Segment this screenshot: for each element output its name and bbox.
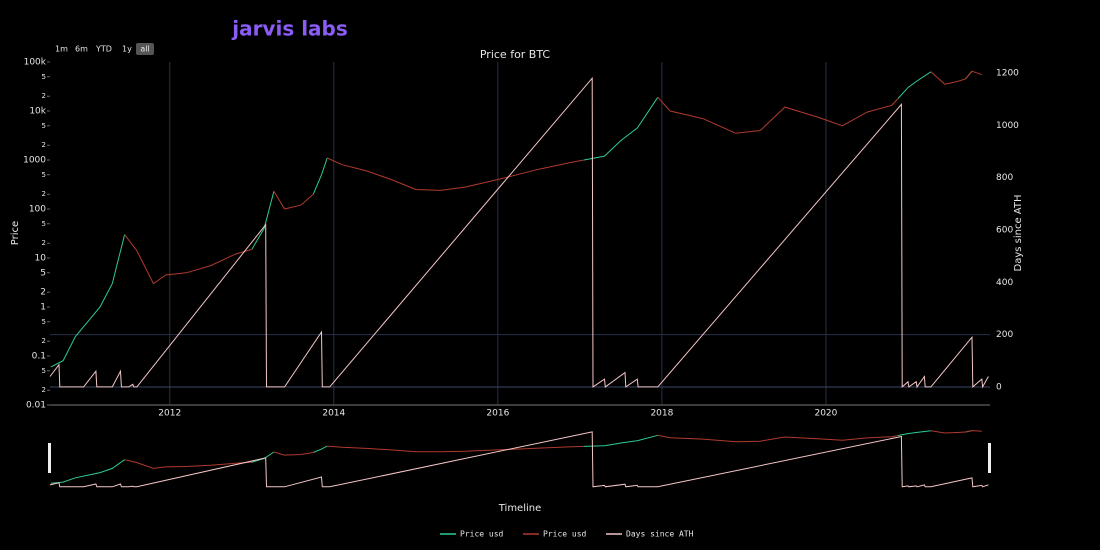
chart-title: Price for BTC <box>480 48 551 61</box>
legend-label[interactable]: Price usd <box>460 530 504 539</box>
y-tick-label: 5 <box>42 122 46 130</box>
y2-tick-label: 1200 <box>996 68 1019 78</box>
range-button[interactable]: YTD <box>95 45 112 54</box>
series-line <box>124 70 982 285</box>
y-tick-label: 2 <box>42 239 46 247</box>
y-tick-label: 0.01 <box>26 401 46 411</box>
y-tick-label: 2 <box>42 386 46 394</box>
y-tick-label: 100k <box>24 58 47 68</box>
y-tick-label: 1000 <box>23 156 46 166</box>
range-slider-handle[interactable] <box>988 443 991 473</box>
minimap-line <box>124 430 982 469</box>
y-tick-label: 5 <box>42 318 46 326</box>
range-button[interactable]: 6m <box>75 45 88 54</box>
range-slider-handle[interactable] <box>48 443 51 473</box>
range-button[interactable]: all <box>140 45 149 54</box>
y-tick-label: 10 <box>35 254 47 264</box>
y-tick-label: 5 <box>40 268 46 278</box>
x-tick-label: 2020 <box>814 409 837 419</box>
y-tick-label: 0.1 <box>32 352 46 362</box>
x-tick-label: 2012 <box>158 409 181 419</box>
range-button-bg[interactable] <box>136 43 154 55</box>
y-tick-label: 5 <box>42 367 46 375</box>
x-axis-title: Timeline <box>498 503 542 514</box>
y-tick-label: 2 <box>42 190 46 198</box>
y-tick-label: 100 <box>29 205 46 215</box>
y2-tick-label: 0 <box>996 382 1002 392</box>
x-tick-label: 2014 <box>322 409 345 419</box>
y2-axis-title: Days since ATH <box>1013 195 1024 272</box>
y-tick-label: 2 <box>40 288 46 298</box>
y-tick-label: 2 <box>42 92 46 100</box>
y-tick-label: 5 <box>42 171 46 179</box>
y2-tick-label: 400 <box>996 278 1013 288</box>
legend-label[interactable]: Price usd <box>543 530 587 539</box>
legend-label[interactable]: Days since ATH <box>626 530 694 539</box>
y-tick-label: 1 <box>40 303 46 313</box>
series-line <box>50 70 973 368</box>
y-tick-label: 5 <box>42 220 46 228</box>
y2-tick-label: 200 <box>996 330 1013 340</box>
series-line <box>49 76 989 389</box>
y-axis-title: Price <box>10 221 21 245</box>
range-button[interactable]: 1m <box>55 45 68 54</box>
y2-tick-label: 600 <box>996 225 1013 235</box>
y2-tick-label: 800 <box>996 173 1013 183</box>
y-tick-label: 5 <box>42 73 46 81</box>
y-tick-label: 10k <box>29 107 46 117</box>
logo: jarvis labs <box>231 17 348 41</box>
y-tick-label: 2 <box>42 141 46 149</box>
x-tick-label: 2018 <box>650 409 673 419</box>
minimap-line <box>49 431 989 488</box>
x-tick-label: 2016 <box>486 409 509 419</box>
y-tick-label: 2 <box>42 337 46 345</box>
y2-tick-label: 1000 <box>996 121 1019 131</box>
range-button[interactable]: 1y <box>122 45 132 54</box>
